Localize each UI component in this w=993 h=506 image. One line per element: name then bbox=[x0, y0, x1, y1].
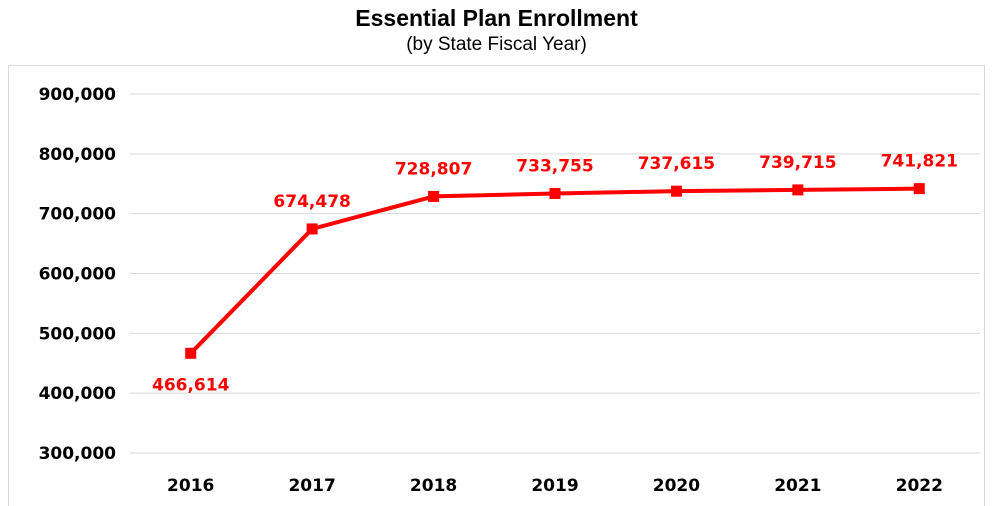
x-tick-label: 2017 bbox=[288, 476, 335, 496]
y-tick-label: 300,000 bbox=[39, 444, 117, 464]
data-label: 674,478 bbox=[273, 192, 350, 212]
data-point-marker bbox=[306, 223, 318, 235]
data-label: 728,807 bbox=[395, 159, 472, 179]
data-labels: 466,614 674,478 728,807 733,755 737,615 739,7… bbox=[152, 152, 958, 396]
chart-frame bbox=[8, 65, 985, 506]
chart-title: Essential Plan Enrollment bbox=[355, 5, 638, 31]
data-label: 737,615 bbox=[638, 154, 715, 174]
y-tick-label: 500,000 bbox=[39, 324, 117, 344]
data-point-marker bbox=[428, 190, 440, 202]
x-axis-ticks: 2016 2017 2018 2019 2020 2021 2022 bbox=[167, 476, 943, 496]
y-tick-label: 600,000 bbox=[39, 265, 117, 285]
y-tick-label: 400,000 bbox=[39, 384, 117, 404]
data-label: 466,614 bbox=[152, 375, 230, 395]
data-point-marker bbox=[549, 187, 561, 199]
data-point-marker bbox=[670, 185, 682, 197]
data-point-marker bbox=[185, 347, 197, 359]
x-tick-label: 2020 bbox=[653, 476, 700, 496]
gridlines bbox=[130, 93, 980, 454]
y-tick-label: 800,000 bbox=[39, 145, 117, 165]
data-points bbox=[185, 183, 925, 359]
y-tick-label: 900,000 bbox=[39, 85, 117, 105]
x-tick-label: 2021 bbox=[774, 476, 821, 496]
x-tick-label: 2022 bbox=[896, 476, 943, 496]
data-point-marker bbox=[913, 183, 925, 195]
x-tick-label: 2018 bbox=[410, 476, 457, 496]
data-label: 733,755 bbox=[516, 156, 593, 176]
data-label: 741,821 bbox=[881, 152, 958, 172]
chart-subtitle: (by State Fiscal Year) bbox=[406, 34, 587, 55]
data-point-marker bbox=[792, 184, 804, 196]
x-tick-label: 2019 bbox=[531, 476, 578, 496]
data-label: 739,715 bbox=[759, 153, 836, 173]
y-axis-ticks: 300,000 400,000 500,000 600,000 700,000 800,0… bbox=[39, 85, 117, 464]
x-tick-label: 2016 bbox=[167, 476, 214, 496]
y-tick-label: 700,000 bbox=[39, 205, 117, 225]
